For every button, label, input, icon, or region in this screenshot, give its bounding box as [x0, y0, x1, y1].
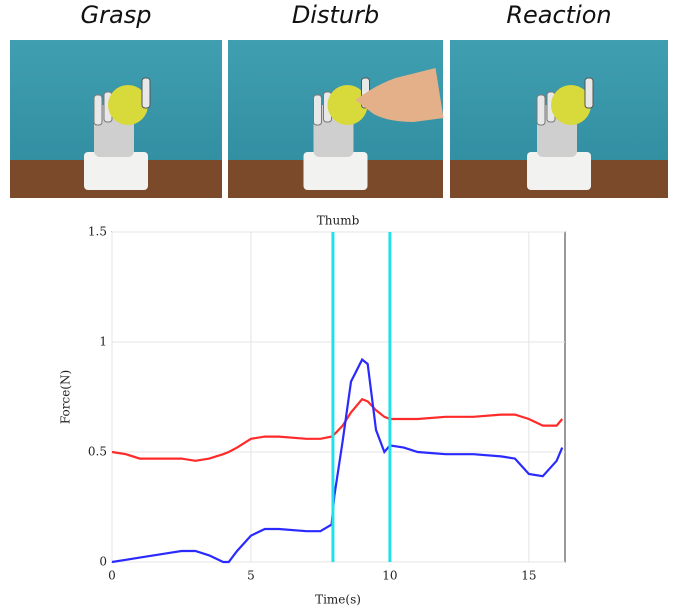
plot-frame: [111, 231, 566, 563]
x-tick-label: 10: [382, 569, 397, 583]
photo-row: [10, 40, 668, 198]
y-tick-label: 1: [99, 335, 107, 349]
finger: [313, 94, 322, 126]
thumb: [141, 77, 151, 109]
thumb: [584, 77, 594, 109]
panel-label: Reaction: [506, 1, 611, 29]
data-line: [111, 357, 564, 564]
x-axis-label: Time(s): [315, 593, 361, 607]
x-tick-label: 5: [247, 569, 255, 583]
ball: [551, 85, 591, 125]
ball: [327, 85, 368, 125]
photo: [450, 40, 668, 198]
data-line: [111, 397, 564, 462]
x-tick-label: 0: [108, 569, 116, 583]
photo: [228, 40, 444, 198]
human-hand: [355, 68, 444, 122]
finger: [93, 94, 103, 126]
x-tick-label: 15: [521, 569, 536, 583]
y-tick-label: 0: [99, 555, 107, 569]
panel-label: Grasp: [81, 1, 152, 29]
base: [303, 152, 368, 190]
plot: [111, 231, 565, 564]
base: [527, 152, 591, 190]
ball: [108, 85, 148, 125]
chart-title: Thumb: [317, 214, 360, 228]
y-axis-label: Force(N): [59, 370, 73, 424]
y-tick-label: 0.5: [88, 445, 107, 459]
finger: [536, 94, 546, 126]
y-tick-label: 1.5: [88, 225, 107, 239]
panel-label: Disturb: [292, 1, 379, 29]
photo: [10, 40, 222, 198]
base: [84, 152, 148, 190]
